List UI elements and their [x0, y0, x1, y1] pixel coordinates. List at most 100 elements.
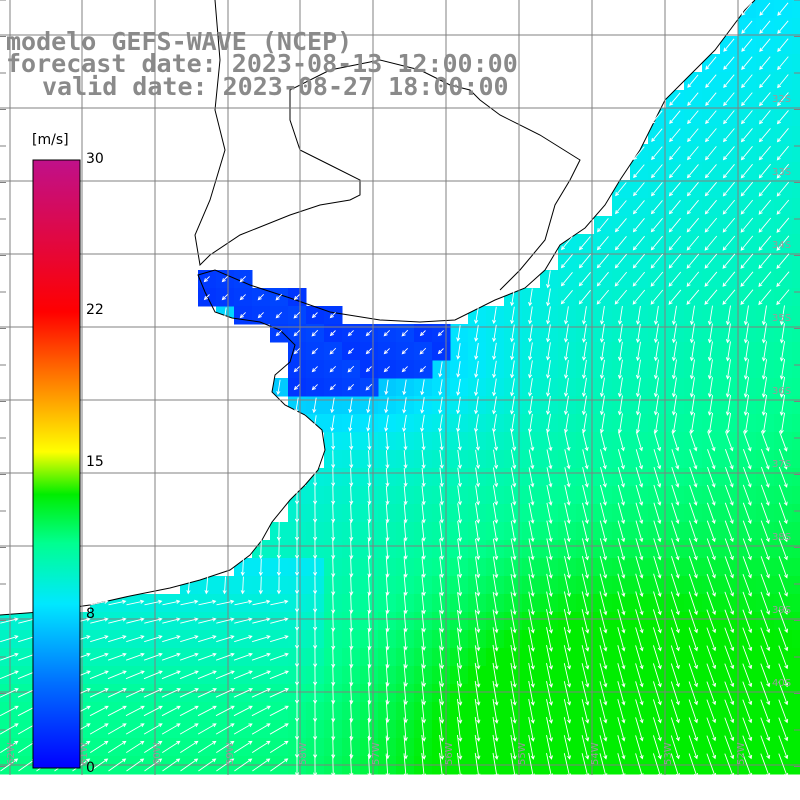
- wind-arrow: [760, 573, 770, 597]
- wind-arrow: [670, 663, 680, 688]
- wind-arrow: [439, 432, 444, 451]
- wind-arrow: [778, 591, 788, 615]
- wind-arrow: [528, 449, 535, 470]
- wind-arrow: [275, 330, 282, 337]
- wind-arrow: [653, 591, 662, 616]
- latitude-labels: 32S 33S 34S 35S 36S 37S 38S 39S 40S: [772, 94, 791, 689]
- wind-arrow: [545, 378, 551, 397]
- wind-arrow: [723, 110, 735, 125]
- wind-arrow: [384, 379, 389, 396]
- wind-arrow: [419, 330, 426, 337]
- wind-arrow: [581, 717, 590, 742]
- wind-arrow: [761, 305, 767, 326]
- wind-arrow: [144, 635, 163, 643]
- wind-arrow: [596, 289, 610, 305]
- wind-arrow: [564, 538, 571, 561]
- wind-arrow: [510, 306, 515, 325]
- wind-arrow: [403, 699, 408, 724]
- wind-arrow: [689, 305, 695, 326]
- wind-arrow: [403, 556, 408, 578]
- wind-arrow: [0, 740, 19, 753]
- wind-arrow: [706, 645, 717, 670]
- wind-arrow: [581, 627, 590, 652]
- wind-cell: [792, 54, 800, 73]
- wind-arrow: [528, 556, 535, 579]
- wind-arrow: [349, 575, 354, 596]
- wind-arrow: [599, 359, 605, 380]
- wind-arrow: [581, 735, 590, 760]
- wind-arrow: [492, 306, 497, 325]
- wind-arrow: [760, 681, 771, 706]
- wind-arrow: [671, 341, 677, 362]
- wind-arrow: [689, 323, 695, 344]
- wind-arrow: [403, 521, 408, 542]
- wind-arrow: [349, 539, 354, 560]
- wind-arrow: [510, 467, 517, 488]
- wind-arrow: [251, 670, 271, 680]
- wind-arrow: [635, 735, 644, 760]
- wind-arrow: [474, 324, 479, 342]
- wind-arrow: [385, 450, 390, 469]
- wind-arrow: [617, 484, 625, 506]
- wind-arrow: [349, 450, 354, 469]
- wind-arrow: [686, 199, 699, 215]
- wind-arrow: [722, 128, 735, 143]
- wind-arrow: [294, 576, 300, 595]
- wind-arrow: [777, 2, 789, 16]
- wind-arrow: [233, 688, 253, 698]
- forecast-date: forecast date: 2023-08-13 12:00:00: [6, 49, 518, 78]
- wind-arrow: [724, 466, 734, 488]
- wind-arrow: [635, 555, 644, 579]
- longitude-label: 61W: [79, 742, 90, 765]
- wind-arrow: [581, 555, 589, 579]
- wind-arrow: [402, 397, 407, 414]
- wind-arrow: [614, 218, 627, 233]
- wind-arrow: [632, 200, 645, 215]
- wind-arrow: [439, 663, 445, 688]
- wind-arrow: [421, 450, 426, 469]
- wind-arrow: [367, 468, 372, 487]
- wind-arrow: [743, 359, 749, 380]
- wind-arrow: [456, 680, 463, 706]
- wind-arrow: [439, 556, 444, 579]
- wind-arrow: [740, 271, 754, 287]
- wind-arrow: [581, 681, 590, 706]
- wind-cell: [792, 198, 800, 217]
- wind-arrow: [635, 305, 641, 325]
- wind-arrow: [234, 758, 253, 772]
- wind-arrow: [581, 609, 590, 634]
- wind-cell: [792, 396, 800, 415]
- wind-arrow: [722, 164, 735, 179]
- wind-arrow: [144, 758, 163, 772]
- wind-arrow: [671, 323, 677, 344]
- wind-arrow: [581, 645, 590, 670]
- wind-arrow: [670, 573, 680, 597]
- wind-arrow: [528, 467, 535, 488]
- wind-arrow: [740, 110, 753, 125]
- wind-cell: [792, 324, 800, 343]
- wind-arrow: [475, 485, 481, 506]
- wind-arrow: [743, 394, 750, 416]
- wind-arrow: [528, 288, 533, 307]
- wind-arrow: [617, 699, 626, 724]
- wind-arrow: [778, 431, 788, 452]
- wind-arrow: [688, 556, 698, 579]
- wind-arrow: [725, 341, 731, 362]
- wind-arrow: [689, 520, 698, 543]
- wind-cell: [792, 72, 800, 91]
- wind-arrow: [617, 520, 626, 543]
- wind-arrow: [313, 558, 318, 577]
- wind-arrow: [761, 394, 768, 416]
- wind-arrow: [742, 609, 753, 634]
- wind-arrow: [239, 275, 247, 283]
- wind-arrow: [527, 396, 533, 415]
- latitude-label: 38S: [772, 532, 791, 543]
- wind-arrow: [293, 311, 301, 319]
- wind-arrow: [724, 609, 735, 634]
- wind-arrow: [0, 670, 19, 680]
- wind-arrow: [474, 627, 481, 652]
- wind-arrow: [546, 502, 553, 525]
- wind-arrow: [670, 735, 680, 760]
- wind-arrow: [617, 681, 626, 706]
